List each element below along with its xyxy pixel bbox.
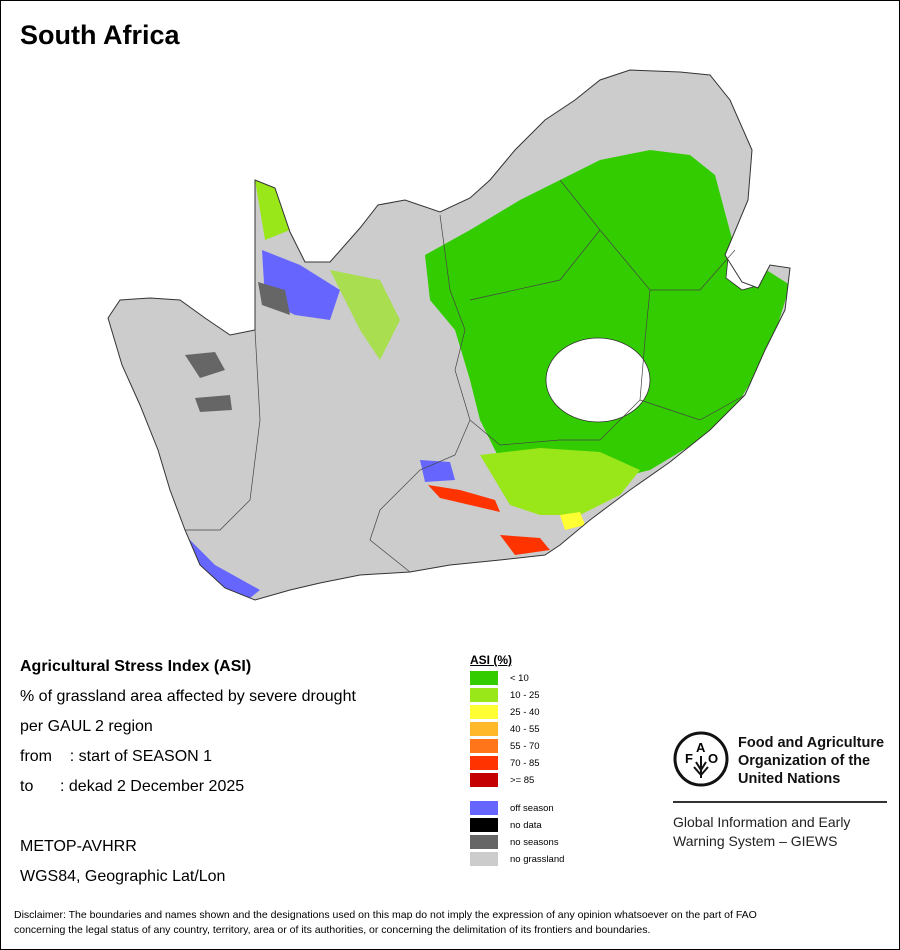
legend-label: 10 - 25 <box>510 689 540 701</box>
legend-item: 25 - 40 <box>470 705 540 719</box>
index-description: % of grassland area affected by severe d… <box>20 688 356 705</box>
legend-swatch <box>470 818 498 832</box>
map-title: South Africa <box>20 20 180 50</box>
fao-name-line: Food and Agriculture <box>738 735 885 751</box>
asi-raster <box>108 70 790 600</box>
legend-label: 55 - 70 <box>510 740 540 752</box>
legend-label: 40 - 55 <box>510 723 540 735</box>
fao-name-line: United Nations <box>738 771 841 787</box>
legend-item: < 10 <box>470 671 529 685</box>
legend-label: 70 - 85 <box>510 757 540 769</box>
asi-25-40-area <box>560 512 585 530</box>
legend-item: no data <box>470 818 542 832</box>
legend-item: no grassland <box>470 852 564 866</box>
legend-swatch <box>470 756 498 770</box>
lesotho-area <box>545 337 651 423</box>
legend-item: >= 85 <box>470 773 534 787</box>
legend-swatch <box>470 835 498 849</box>
divider <box>673 801 887 803</box>
period-from: from : start of SEASON 1 <box>20 748 213 765</box>
legend-item: off season <box>470 801 554 815</box>
country-border <box>107 69 791 601</box>
fao-name: Food and Agriculture Organization of the… <box>738 734 884 788</box>
legend-item: 55 - 70 <box>470 739 540 753</box>
legend-title: ASI (%) <box>470 653 512 667</box>
no-seasons-area-west <box>185 352 225 378</box>
asi-70-85-area <box>428 485 500 512</box>
asi-70-85-area-south <box>500 535 550 555</box>
legend-item: 10 - 25 <box>470 688 540 702</box>
disclaimer: Disclaimer: The boundaries and names sho… <box>14 908 894 938</box>
off-season-area-sw <box>185 535 260 598</box>
legend-item: 70 - 85 <box>470 756 540 770</box>
south-africa-map <box>107 69 791 601</box>
legend-item: 40 - 55 <box>470 722 540 736</box>
legend-label: no grassland <box>510 853 565 865</box>
legend-item: no seasons <box>470 835 559 849</box>
legend-swatch <box>470 705 498 719</box>
legend-label: off season <box>510 802 554 814</box>
asi-10-25-area <box>480 448 640 515</box>
no-seasons-area-west2 <box>195 395 232 412</box>
legend-swatch <box>470 801 498 815</box>
legend-label: >= 85 <box>510 774 535 786</box>
legend-swatch <box>470 722 498 736</box>
asi-10-25-area-central <box>330 270 400 360</box>
svg-text:A: A <box>696 740 706 755</box>
disclaimer-line: Disclaimer: The boundaries and names sho… <box>14 909 757 921</box>
legend-label: 25 - 40 <box>510 706 540 718</box>
period-to: to : dekad 2 December 2025 <box>20 778 245 795</box>
fao-logo-icon: F A O <box>673 731 729 787</box>
svg-text:F: F <box>685 751 693 766</box>
giews-line: Global Information and Early <box>673 814 851 830</box>
svg-text:O: O <box>708 751 718 766</box>
no-seasons-area <box>258 282 290 315</box>
off-season-area-center <box>420 460 455 482</box>
region-level: per GAUL 2 region <box>20 718 153 735</box>
disclaimer-line: concerning the legal status of any count… <box>14 924 651 936</box>
index-name: Agricultural Stress Index (ASI) <box>20 658 252 675</box>
legend-label: no data <box>510 819 542 831</box>
legend-label: no seasons <box>510 836 559 848</box>
legend-swatch <box>470 671 498 685</box>
giews-line: Warning System – GIEWS <box>673 833 838 849</box>
legend-swatch <box>470 773 498 787</box>
sensor: METOP-AVHRR <box>20 838 137 855</box>
legend-swatch <box>470 739 498 753</box>
legend-swatch <box>470 688 498 702</box>
province-borders <box>185 179 746 573</box>
giews-name: Global Information and Early Warning Sys… <box>673 813 850 851</box>
legend-swatch <box>470 852 498 866</box>
asi-lt10-area <box>425 150 790 480</box>
fao-name-line: Organization of the <box>738 753 871 769</box>
legend-label: < 10 <box>510 672 529 684</box>
projection: WGS84, Geographic Lat/Lon <box>20 868 226 885</box>
